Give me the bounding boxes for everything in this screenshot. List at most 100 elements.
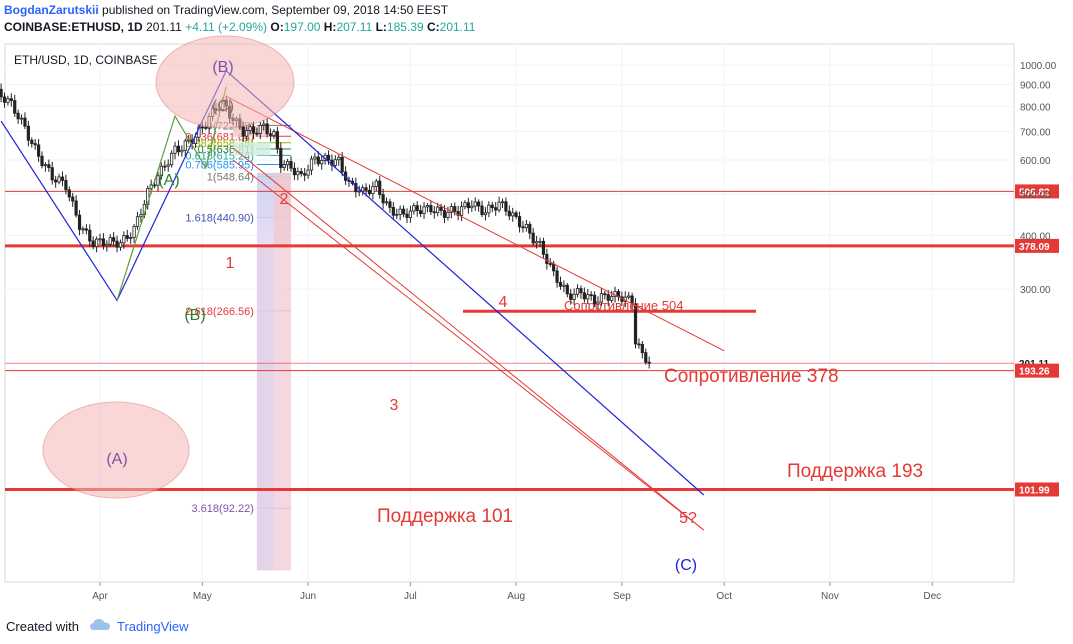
tradingview-link[interactable]: TradingView	[116, 619, 189, 634]
candle-body	[84, 228, 88, 231]
zone-pink-upper	[273, 172, 292, 245]
candle	[132, 223, 136, 243]
candle-body	[268, 133, 273, 136]
candle-body	[94, 238, 99, 248]
candle-body	[408, 210, 413, 218]
candle-body	[535, 241, 539, 244]
candle-body	[200, 126, 204, 129]
candle	[398, 205, 402, 221]
candle-body	[115, 240, 119, 248]
candle-body	[473, 201, 477, 207]
candle	[67, 186, 71, 202]
candle	[81, 226, 85, 235]
candle	[507, 205, 511, 221]
candle	[531, 227, 535, 246]
candle	[30, 137, 34, 148]
candle	[43, 162, 48, 172]
candle-body	[125, 235, 129, 239]
candle-body	[91, 240, 95, 248]
channel-line	[232, 147, 705, 531]
candle-body	[333, 159, 337, 166]
candle	[640, 340, 644, 359]
candle-body	[170, 152, 174, 166]
candle-body	[599, 293, 604, 303]
close-label: C:	[426, 20, 440, 34]
candle	[517, 211, 522, 233]
candle	[627, 291, 631, 300]
candle	[326, 150, 331, 165]
candle-body	[378, 180, 382, 195]
label-wave-3: 3	[390, 397, 399, 414]
label-wave-C-top: (C)	[212, 98, 234, 115]
candle	[596, 296, 600, 311]
candle	[166, 159, 170, 172]
candle	[163, 160, 167, 172]
open-label: O:	[270, 20, 284, 34]
candle	[71, 192, 75, 207]
candle-body	[43, 164, 48, 167]
candle	[388, 198, 392, 214]
candle-body	[548, 263, 552, 265]
candle	[425, 203, 430, 213]
candle	[292, 162, 297, 180]
symbol-label: COINBASE:ETHUSD, 1D	[4, 20, 143, 34]
candle	[579, 285, 583, 299]
candle-body	[586, 294, 590, 300]
candle	[367, 184, 372, 197]
candle	[279, 142, 283, 173]
author-link[interactable]: BogdanZarutskii	[4, 3, 99, 17]
candle	[112, 231, 116, 247]
candle	[77, 209, 82, 236]
candle-body	[74, 200, 78, 216]
candle	[282, 160, 286, 171]
candle-body	[425, 205, 430, 208]
candle-body	[193, 136, 198, 144]
candle	[9, 93, 13, 107]
zone-retrace-green	[233, 142, 271, 156]
candle	[64, 174, 68, 195]
candle-body	[118, 242, 123, 248]
channel-line-lower	[232, 159, 705, 531]
candle-body	[204, 126, 208, 129]
y-tick-label: 300.00	[1020, 285, 1051, 296]
candle	[412, 202, 416, 215]
candle-body	[135, 216, 140, 227]
candle	[606, 290, 610, 307]
candle	[16, 109, 20, 124]
candle-body	[248, 126, 252, 131]
time-axis[interactable]: Apr May Jun Jul Aug Sep Oct Nov Dec	[92, 582, 941, 602]
candle	[289, 156, 293, 172]
candle	[303, 168, 307, 182]
label-wave-B-green: (B)	[184, 307, 205, 324]
label-wave-5: 5?	[679, 510, 697, 527]
candle-body	[627, 295, 631, 298]
candle	[449, 203, 453, 219]
candle-body	[459, 206, 464, 216]
candle-body	[60, 176, 65, 181]
candle-body	[176, 145, 181, 153]
zone-purple-lower	[256, 244, 274, 571]
channel-line	[225, 95, 725, 352]
candle-body	[589, 294, 593, 297]
candle	[23, 112, 27, 130]
candle	[504, 197, 508, 216]
candle-body	[364, 187, 368, 191]
candle	[176, 140, 181, 156]
candle-body	[279, 147, 283, 168]
x-tick-label: Apr	[92, 591, 108, 602]
price-axis[interactable]: 300.00 400.00 500.00 600.00 700.00 800.00 900.…	[1020, 61, 1057, 296]
candle	[480, 200, 484, 218]
candle-body	[541, 240, 546, 255]
candle	[74, 195, 78, 218]
candle-body	[129, 237, 133, 239]
candle	[592, 291, 597, 308]
candle-body	[265, 123, 269, 135]
candle-body	[442, 210, 447, 218]
candle	[170, 150, 174, 168]
zone-retrace-red	[233, 126, 271, 137]
candle-body	[531, 232, 535, 244]
candle	[306, 164, 310, 180]
open-value: 197.00	[283, 20, 321, 34]
grid	[5, 44, 1014, 582]
